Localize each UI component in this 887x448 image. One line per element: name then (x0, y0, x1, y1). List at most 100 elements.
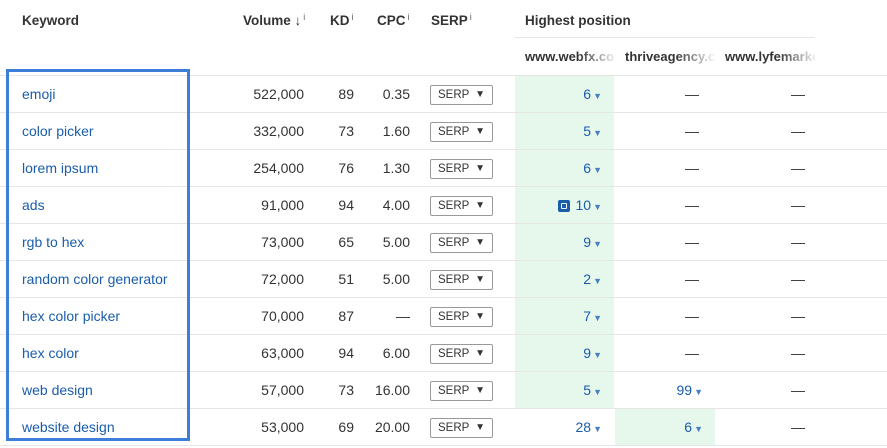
info-icon[interactable]: i (351, 12, 354, 22)
serp-dropdown-button[interactable]: SERP ▼ (430, 159, 493, 179)
keyword-link[interactable]: hex color (22, 345, 79, 361)
position-value[interactable]: 5 ▼ (583, 123, 602, 139)
cpc-value: 5.00 (382, 234, 410, 250)
kd-value: 69 (338, 419, 354, 435)
position-value[interactable]: 28 ▼ (575, 419, 603, 435)
caret-down-icon: ▼ (475, 311, 485, 322)
caret-down-icon: ▼ (593, 202, 602, 212)
header-cpc[interactable]: CPC i (377, 12, 410, 28)
info-icon[interactable]: i (303, 12, 306, 22)
volume-value: 91,000 (261, 197, 304, 213)
volume-value: 57,000 (261, 382, 304, 398)
serp-dropdown-button[interactable]: SERP ▼ (430, 418, 493, 438)
serp-dropdown-button[interactable]: SERP ▼ (430, 196, 493, 216)
sort-desc-icon: ↓ (294, 13, 302, 28)
info-icon[interactable]: i (469, 12, 472, 22)
position-value: — (685, 197, 699, 213)
caret-down-icon: ▼ (475, 126, 485, 137)
header-highest-position: Highest position (525, 13, 631, 28)
info-icon[interactable]: i (407, 12, 410, 22)
table-row: web design 57,000 73 16.00 SERP ▼ 5 ▼ 99 ▼ — (0, 372, 887, 409)
caret-down-icon: ▼ (593, 128, 602, 138)
cpc-value: 16.00 (374, 382, 410, 398)
volume-value: 70,000 (261, 308, 304, 324)
position-value[interactable]: 10 ▼ (515, 187, 614, 224)
header-volume[interactable]: Volume ↓ i (243, 12, 306, 28)
position-value[interactable]: 6 ▼ (583, 86, 602, 102)
caret-down-icon: ▼ (475, 163, 485, 174)
keyword-link[interactable]: rgb to hex (22, 234, 85, 250)
kd-value: 73 (338, 382, 354, 398)
serp-dropdown-button[interactable]: SERP ▼ (430, 270, 493, 290)
position-value: — (791, 419, 805, 435)
table-row: ads 91,000 94 4.00 SERP ▼ 10 ▼ — — (0, 187, 887, 224)
position-value: — (685, 123, 699, 139)
keyword-link[interactable]: ads (22, 197, 45, 213)
position-value: — (791, 160, 805, 176)
caret-down-icon: ▼ (694, 424, 703, 434)
position-value: — (685, 271, 699, 287)
cpc-value: 1.60 (382, 123, 410, 139)
table-row: hex color 63,000 94 6.00 SERP ▼ 9 ▼ — — (0, 335, 887, 372)
position-value: — (791, 271, 805, 287)
keyword-link[interactable]: hex color picker (22, 308, 121, 324)
kd-value: 89 (338, 86, 354, 102)
serp-dropdown-button[interactable]: SERP ▼ (430, 381, 493, 401)
position-value[interactable]: 6 ▼ (684, 419, 703, 435)
table-row: emoji 522,000 89 0.35 SERP ▼ 6 ▼ — — (0, 76, 887, 113)
position-value: — (791, 86, 805, 102)
position-value[interactable]: 5 ▼ (583, 382, 602, 398)
cpc-value: 20.00 (374, 419, 410, 435)
caret-down-icon: ▼ (475, 200, 485, 211)
volume-value: 73,000 (261, 234, 304, 250)
table-row: color picker 332,000 73 1.60 SERP ▼ 5 ▼ — — (0, 113, 887, 150)
cpc-value: 0.35 (382, 86, 410, 102)
volume-value: 522,000 (253, 86, 304, 102)
caret-down-icon: ▼ (475, 348, 485, 359)
position-value: — (685, 345, 699, 361)
caret-down-icon: ▼ (593, 313, 602, 323)
position-value[interactable]: 99 ▼ (676, 382, 704, 398)
position-value: — (791, 345, 805, 361)
position-value[interactable]: 7 ▼ (583, 308, 602, 324)
kd-value: 65 (338, 234, 354, 250)
keyword-link[interactable]: lorem ipsum (22, 160, 99, 176)
serp-dropdown-button[interactable]: SERP ▼ (430, 307, 493, 327)
serp-dropdown-button[interactable]: SERP ▼ (430, 344, 493, 364)
caret-down-icon: ▼ (475, 237, 485, 248)
position-value[interactable]: 9 ▼ (583, 345, 602, 361)
caret-down-icon: ▼ (475, 89, 485, 100)
volume-value: 254,000 (253, 160, 304, 176)
caret-down-icon: ▼ (593, 276, 602, 286)
keyword-link[interactable]: random color generator (22, 271, 168, 287)
caret-down-icon: ▼ (694, 387, 703, 397)
position-value[interactable]: 2 ▼ (583, 271, 602, 287)
volume-value: 332,000 (253, 123, 304, 139)
header-serp: SERP i (431, 12, 472, 28)
keyword-link[interactable]: website design (22, 419, 115, 435)
serp-dropdown-button[interactable]: SERP ▼ (430, 122, 493, 142)
kd-value: 94 (338, 197, 354, 213)
kd-value: 76 (338, 160, 354, 176)
cpc-value: — (396, 308, 410, 324)
position-value: — (685, 308, 699, 324)
kd-value: 73 (338, 123, 354, 139)
header-kd[interactable]: KD i (330, 12, 354, 28)
position-value[interactable]: 6 ▼ (583, 160, 602, 176)
keyword-link[interactable]: web design (22, 382, 93, 398)
position-value: — (685, 160, 699, 176)
caret-down-icon: ▼ (593, 239, 602, 249)
keyword-link[interactable]: emoji (22, 86, 56, 102)
position-value: — (791, 123, 805, 139)
keyword-link[interactable]: color picker (22, 123, 94, 139)
position-value: — (791, 197, 805, 213)
table-row: random color generator 72,000 51 5.00 SERP ▼ 2… (0, 261, 887, 298)
serp-dropdown-button[interactable]: SERP ▼ (430, 85, 493, 105)
position-value[interactable]: 9 ▼ (583, 234, 602, 250)
position-value: — (685, 234, 699, 250)
header-keyword[interactable]: Keyword (22, 13, 80, 28)
volume-value: 63,000 (261, 345, 304, 361)
cpc-value: 5.00 (382, 271, 410, 287)
serp-dropdown-button[interactable]: SERP ▼ (430, 233, 493, 253)
volume-value: 53,000 (261, 419, 304, 435)
